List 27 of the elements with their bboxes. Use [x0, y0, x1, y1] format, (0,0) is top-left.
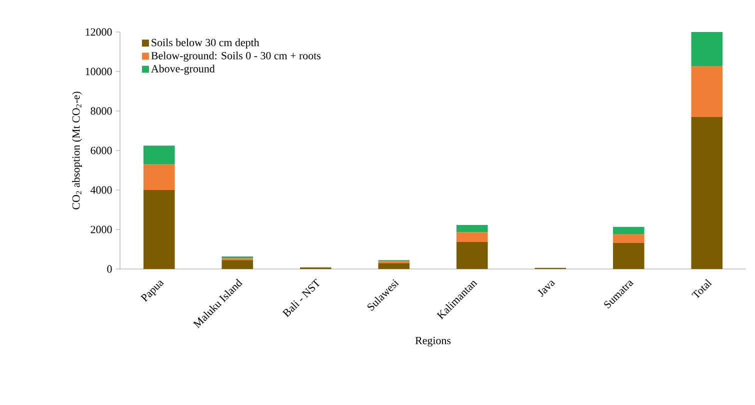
y-tick-label: 8000 — [90, 107, 112, 115]
legend-label: Below-ground: Soils 0 - 30 cm + roots — [151, 52, 321, 62]
bar — [143, 146, 175, 164]
bar — [612, 234, 644, 243]
bar — [456, 224, 488, 232]
y-tick-label: 0 — [107, 265, 112, 273]
x-tick-label: Java — [537, 280, 556, 297]
y-tick-label: 6000 — [90, 146, 112, 154]
legend-label: Soils below 30 cm depth — [152, 38, 260, 48]
bar — [691, 66, 723, 117]
y-tick-label: 4000 — [90, 186, 112, 194]
y-tick-label: 12000 — [86, 28, 112, 36]
y-tick-label: 10000 — [86, 68, 112, 76]
bar — [143, 164, 175, 190]
bar — [691, 116, 723, 269]
bar — [378, 263, 410, 269]
bar — [612, 242, 644, 269]
bar — [143, 190, 175, 269]
x-axis-title: Regions — [415, 336, 451, 346]
bar — [612, 226, 644, 234]
y-tick-label: 2000 — [90, 226, 112, 234]
bar — [456, 242, 488, 269]
bar — [456, 232, 488, 242]
legend-label: Above-ground — [151, 64, 215, 75]
bar — [222, 260, 254, 269]
y-axis-title: CO$_{2}$ absoption (Mt CO$_{2}$-e) — [72, 92, 82, 210]
bar — [691, 32, 723, 66]
